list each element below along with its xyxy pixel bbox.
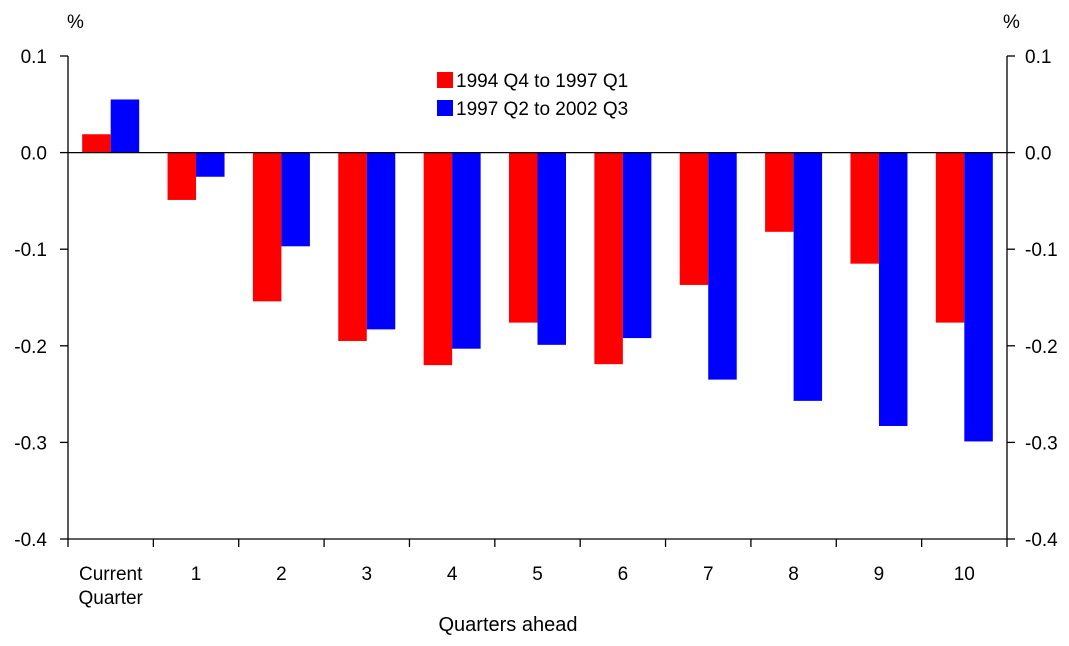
right-y-axis-unit: % (1003, 12, 1020, 33)
bar-series-1-10 (935, 152, 965, 323)
left-y-tick-label: -0.4 (14, 530, 47, 551)
left-y-tick-label: 0.1 (21, 47, 47, 68)
bar-series-1-6 (594, 152, 623, 365)
right-y-tick-label: 0.1 (1025, 47, 1051, 68)
x-tick-label-2: 2 (276, 564, 287, 585)
x-tick-label-10: 10 (954, 564, 975, 585)
right-y-tick-label: -0.1 (1025, 240, 1058, 261)
left-y-axis-ticks: 0.1 0.0 -0.1 -0.2 -0.3 -0.4 (14, 47, 68, 551)
bar-series-1-1 (167, 152, 197, 200)
left-y-tick-label: -0.2 (14, 337, 47, 358)
x-tick-label-7: 7 (703, 564, 714, 585)
x-tick-label-1: 1 (191, 564, 202, 585)
x-tick-label-0: Current Quarter (78, 564, 143, 609)
axes-group (67, 56, 1008, 540)
x-tick-label-line: 1 (191, 564, 202, 585)
x-tick-label-line: 6 (618, 564, 629, 585)
x-tick-label-4: 4 (447, 564, 458, 585)
x-axis-ticks: Current Quarter 1 2 3 4 5 6 7 8 9 10 (67, 539, 1008, 609)
legend-label-1: 1994 Q4 to 1997 Q1 (456, 71, 628, 92)
bar-series-2-8 (793, 152, 823, 401)
x-tick-label-line: 5 (532, 564, 543, 585)
bar-series-1-2 (252, 152, 282, 302)
bar-series-1-8 (765, 152, 794, 232)
left-y-tick-label: -0.3 (14, 433, 47, 454)
x-tick-label-9: 9 (874, 564, 885, 585)
bar-series-1-0 (82, 134, 111, 153)
x-tick-label-line: 10 (954, 564, 975, 585)
bar-series-2-4 (452, 152, 481, 349)
bar-series-2-10 (964, 152, 993, 442)
bar-series-2-6 (622, 152, 652, 339)
bar-series-2-0 (110, 99, 140, 153)
x-tick-label-5: 5 (532, 564, 543, 585)
x-tick-label-line: 4 (447, 564, 458, 585)
x-tick-label-line: 8 (788, 564, 799, 585)
legend-swatch-1 (437, 72, 453, 88)
legend: 1994 Q4 to 1997 Q1 1997 Q2 to 2002 Q3 (437, 71, 628, 120)
bar-series-1-4 (423, 152, 453, 366)
legend-label-2: 1997 Q2 to 2002 Q3 (456, 99, 628, 120)
bars-group (82, 99, 993, 442)
left-y-tick-label: -0.1 (14, 240, 47, 261)
right-y-tick-label: -0.2 (1025, 337, 1058, 358)
right-y-axis-ticks: 0.1 0.0 -0.1 -0.2 -0.3 -0.4 (1007, 47, 1058, 551)
x-tick-label-3: 3 (361, 564, 372, 585)
x-tick-label-8: 8 (788, 564, 799, 585)
bar-series-2-3 (366, 152, 396, 330)
right-y-tick-label: -0.3 (1025, 433, 1058, 454)
x-tick-label-line: 2 (276, 564, 287, 585)
x-tick-label-line: Current (79, 564, 143, 585)
x-tick-label-line: 9 (874, 564, 885, 585)
bar-series-2-2 (281, 152, 310, 247)
right-y-tick-label: 0.0 (1025, 144, 1051, 165)
left-y-axis-unit: % (67, 12, 84, 33)
left-y-tick-label: 0.0 (21, 144, 47, 165)
bar-series-1-7 (679, 152, 709, 285)
right-y-tick-label: -0.4 (1025, 530, 1058, 551)
bar-series-2-9 (878, 152, 908, 426)
bar-series-1-9 (850, 152, 879, 264)
x-axis-title: Quarters ahead (439, 614, 578, 636)
x-tick-label-line: 3 (361, 564, 372, 585)
bar-series-1-5 (509, 152, 538, 323)
x-tick-label-line: 7 (703, 564, 714, 585)
bar-series-2-5 (537, 152, 566, 345)
x-tick-label-line: Quarter (78, 588, 143, 609)
bar-series-1-3 (338, 152, 367, 341)
bar-series-2-7 (708, 152, 737, 380)
x-tick-label-6: 6 (618, 564, 629, 585)
legend-swatch-2 (437, 100, 453, 116)
bar-series-2-1 (196, 152, 225, 177)
